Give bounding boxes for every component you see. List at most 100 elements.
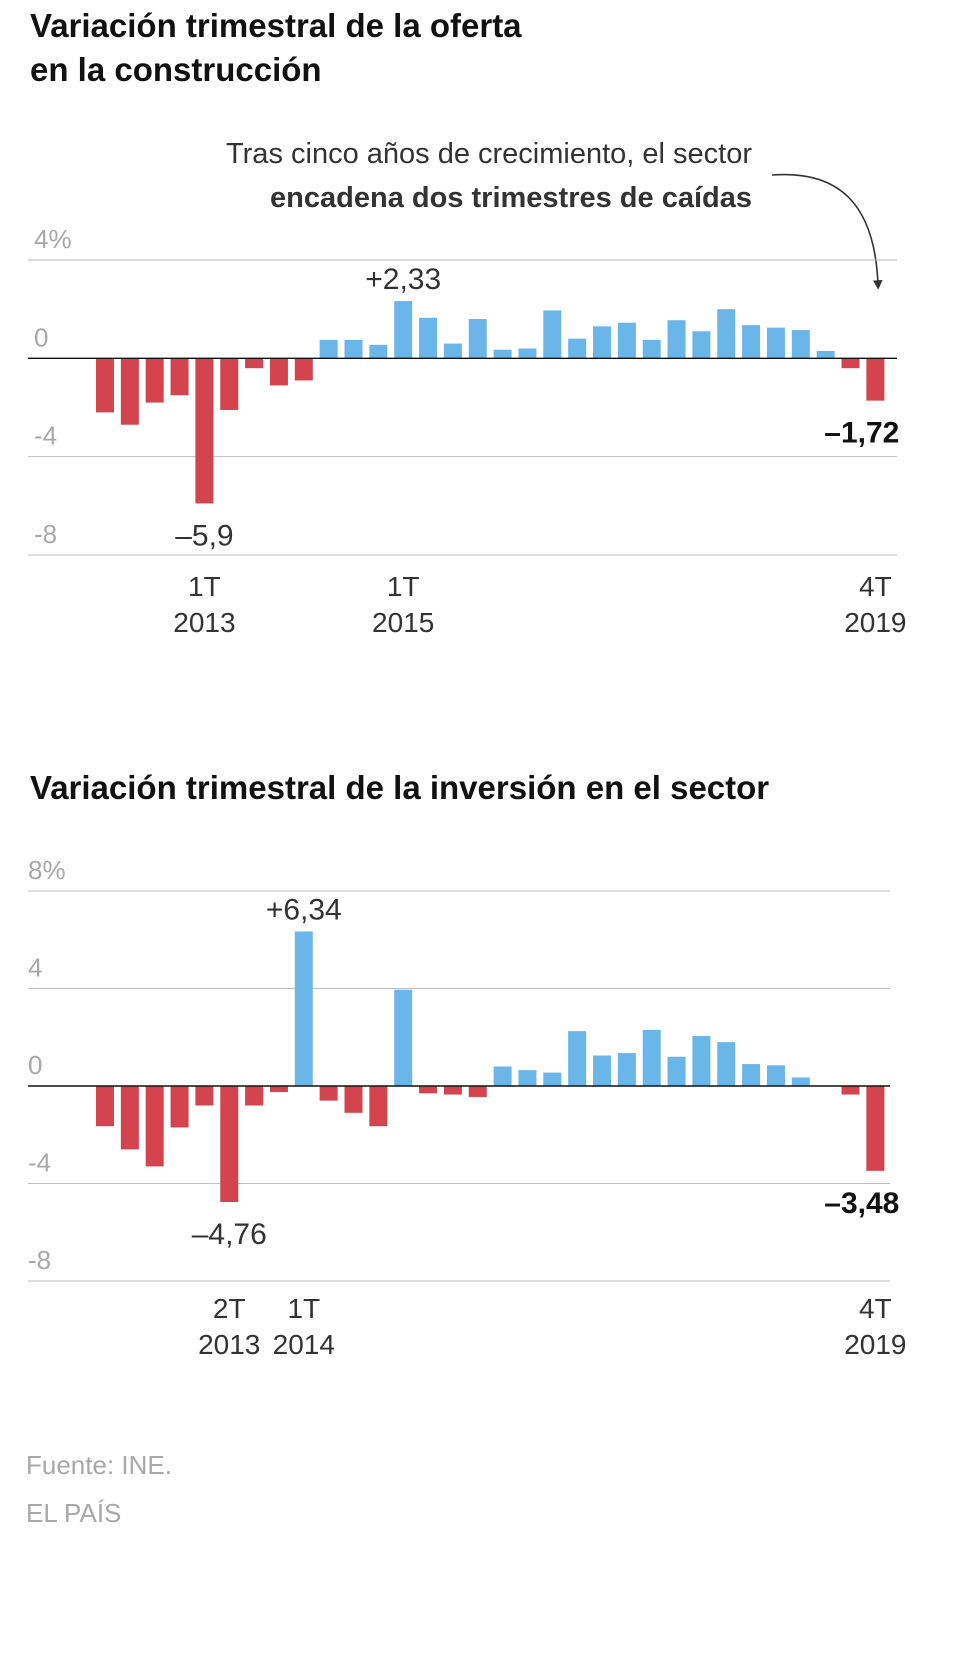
chart2-bar — [518, 1070, 537, 1086]
chart2-bar — [667, 1056, 686, 1086]
chart1-xtick-label: 2019 — [844, 607, 906, 638]
chart1-ytick-label: -8 — [34, 519, 57, 549]
chart2-bar — [294, 931, 313, 1086]
chart1-bar — [344, 339, 363, 359]
chart2-bar — [543, 1072, 562, 1086]
chart1-bar — [866, 358, 885, 401]
chart1-bar — [220, 358, 239, 410]
chart2-ytick-label: 4 — [28, 953, 42, 983]
chart1-bar — [717, 309, 736, 359]
chart1-xtick-label: 1T — [387, 571, 420, 602]
chart1-ytick-label: -4 — [34, 421, 57, 451]
annotation-line2: encadena dos trimestres de caídas — [270, 182, 752, 214]
chart2-bar — [593, 1055, 611, 1086]
chart2-ytick-label: 8% — [28, 855, 66, 885]
chart1-bar — [593, 326, 611, 359]
chart1-bar — [617, 322, 636, 359]
source-note: Fuente: INE. — [26, 1450, 172, 1480]
chart2-bar — [145, 1086, 164, 1167]
chart1-bar — [195, 358, 214, 504]
chart1-bar — [319, 339, 338, 359]
chart2-xtick-label: 2014 — [273, 1329, 335, 1360]
chart1-title-line2: en la construcción — [30, 51, 322, 88]
chart1-bar — [443, 343, 462, 359]
chart2-bar — [195, 1086, 214, 1106]
chart1-title: Variación trimestral de la oferta en la … — [30, 4, 522, 92]
chart1-bar — [766, 327, 785, 359]
chart2-bar — [493, 1066, 512, 1086]
chart1-xtick-label: 4T — [859, 571, 892, 602]
chart1-bar — [245, 358, 264, 369]
chart1-bar — [667, 320, 686, 359]
chart1-bar — [841, 358, 860, 369]
chart1-bar — [419, 317, 438, 359]
chart1-data-label: –1,72 — [824, 417, 899, 450]
chart1-bar — [742, 325, 761, 359]
chart1-ytick-label: 4% — [34, 224, 72, 254]
chart1-bar — [543, 310, 562, 359]
chart1-title-line1: Variación trimestral de la oferta — [30, 7, 522, 44]
chart1-bar — [269, 358, 288, 386]
chart2-data-label: +6,34 — [266, 893, 342, 926]
chart1-bar — [642, 339, 661, 359]
chart2-bar — [443, 1086, 462, 1095]
chart2-bar — [791, 1077, 810, 1086]
chart2-bar — [419, 1086, 438, 1094]
chart1-bar — [692, 331, 711, 359]
brand-name: EL PAÍS — [26, 1498, 122, 1528]
chart2-bar — [245, 1086, 264, 1106]
chart2-bar — [717, 1042, 736, 1086]
chart1-bar — [468, 319, 487, 359]
chart1-xtick-label: 2015 — [372, 607, 434, 638]
chart2-bar — [642, 1029, 661, 1086]
chart2-bar — [319, 1086, 338, 1101]
chart1-bar — [170, 358, 189, 396]
annotation-arrow — [771, 173, 883, 290]
chart2-bar — [568, 1031, 587, 1086]
chart1-ytick-label: 0 — [34, 322, 48, 352]
chart2-title-text: Variación trimestral de la inversión en … — [30, 769, 770, 806]
chart1-bar — [120, 358, 139, 425]
chart1-bar — [518, 348, 537, 359]
annotation-line1: Tras cinco años de crecimiento, el secto… — [226, 138, 752, 170]
chart2-ytick-label: -4 — [28, 1148, 51, 1178]
chart2-bar — [841, 1086, 860, 1095]
chart2-bar — [269, 1086, 288, 1093]
chart1-bar — [96, 358, 114, 413]
chart2-bar — [866, 1086, 885, 1171]
chart2-bar — [394, 989, 413, 1086]
chart1-xtick-label: 1T — [188, 571, 221, 602]
chart1-data-label: –5,9 — [175, 519, 233, 552]
chart1-annotation: Tras cinco años de crecimiento, el secto… — [226, 132, 752, 220]
chart2-bar — [344, 1086, 363, 1113]
chart1-xtick-label: 2013 — [173, 607, 235, 638]
chart2-data-label: –4,76 — [192, 1218, 267, 1251]
chart2-bar — [220, 1086, 239, 1203]
chart2-ytick-label: -8 — [28, 1245, 51, 1275]
chart2-bar — [742, 1064, 761, 1086]
chart2-xtick-label: 2013 — [198, 1329, 260, 1360]
chart1-bar — [791, 330, 810, 359]
chart2-xtick-label: 2T — [213, 1293, 246, 1324]
chart2-bar — [692, 1036, 711, 1086]
chart2-title: Variación trimestral de la inversión en … — [30, 766, 769, 810]
chart2-bar — [468, 1086, 487, 1097]
chart2-bar — [766, 1065, 785, 1086]
chart2-bar — [170, 1086, 189, 1128]
chart1-bar — [493, 349, 512, 359]
chart2-bar — [96, 1086, 114, 1127]
chart2-plot: 8% 4 0 -4 -8 2T 2013 1T 2014 4T 2019 –4,76 +6,34 –3,4… — [28, 855, 906, 1360]
chart1-bar — [145, 358, 164, 403]
chart1-bar — [394, 301, 413, 359]
chart1-bar — [816, 350, 835, 359]
chart2-xtick-label: 4T — [859, 1293, 892, 1324]
chart2-bar — [120, 1086, 139, 1150]
chart1-bar — [568, 338, 587, 359]
chart2-xtick-label: 1T — [287, 1293, 320, 1324]
chart2-ytick-label: 0 — [28, 1050, 42, 1080]
chart2-bar — [369, 1086, 388, 1127]
chart2-bar — [617, 1053, 636, 1086]
chart1-data-label: +2,33 — [365, 263, 441, 296]
chart2-data-label: –3,48 — [824, 1187, 899, 1220]
chart1-plot: 4% 0 -4 -8 1T 2013 1T 2015 4T 2019 –5,9 +2,33 –1,72 — [28, 173, 906, 638]
